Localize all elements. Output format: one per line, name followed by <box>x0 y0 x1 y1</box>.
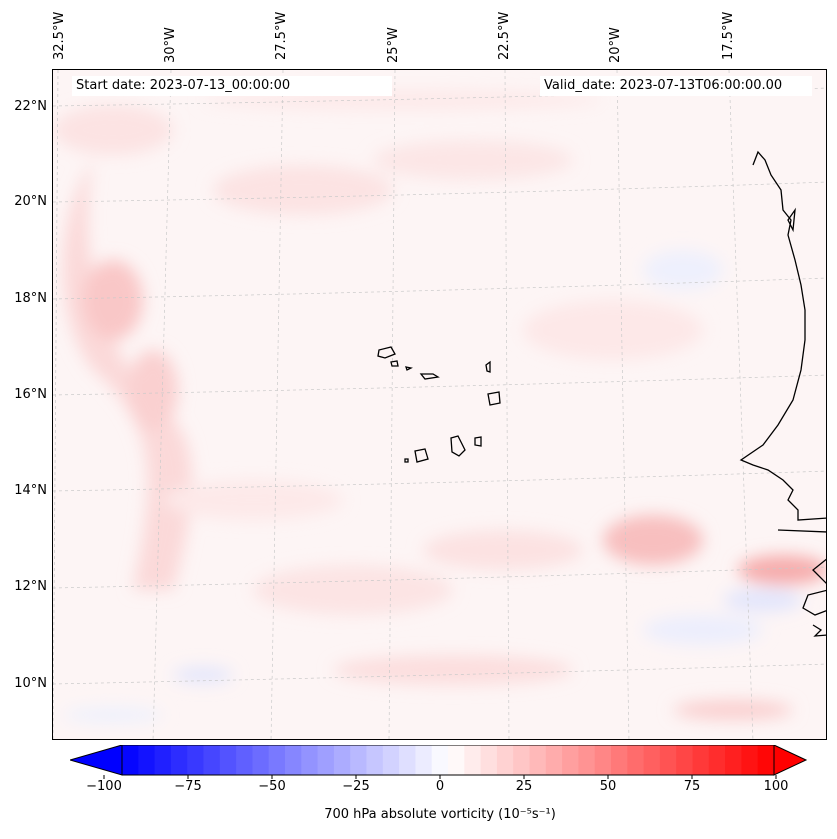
colorbar-tick: 0 <box>435 779 445 794</box>
lat-label: 22°N <box>14 99 47 114</box>
colorbar-cell <box>578 745 596 775</box>
colorbar-cell <box>431 745 449 775</box>
colorbar-min-extend <box>70 745 123 776</box>
colorbar-cell <box>464 745 482 775</box>
colorbar-tick: 75 <box>683 779 701 794</box>
colorbar-cell <box>659 745 677 775</box>
colorbar-cell <box>725 745 742 775</box>
colorbar <box>70 745 808 779</box>
colorbar-cell <box>529 745 547 775</box>
colorbar-cell <box>317 745 335 775</box>
colorbar-cell <box>627 745 645 775</box>
cape-verde-islands <box>377 346 501 463</box>
colorbar-outline <box>121 745 775 776</box>
colorbar-cell <box>138 745 156 775</box>
colorbar-cell <box>301 745 319 775</box>
colorbar-cell <box>252 745 270 775</box>
colorbar-tick: −100 <box>86 779 122 794</box>
colorbar-cell <box>480 745 498 775</box>
coastline <box>739 150 826 637</box>
colorbar-cell <box>219 745 237 775</box>
vorticity-field <box>53 90 826 723</box>
lon-label: 32.5°W <box>52 11 67 60</box>
lat-label: 18°N <box>14 291 47 306</box>
colorbar-cell <box>676 745 693 775</box>
lat-label: 20°N <box>14 194 47 209</box>
lon-label: 17.5°W <box>721 11 736 60</box>
colorbar-cell <box>333 745 351 775</box>
colorbar-tick: −50 <box>258 779 286 794</box>
colorbar-cell <box>757 745 775 775</box>
colorbar-cell <box>187 745 204 775</box>
colorbar-cell <box>643 745 661 775</box>
colorbar-cell <box>545 745 563 775</box>
colorbar-cell <box>170 745 188 775</box>
colorbar-tick: 50 <box>599 779 617 794</box>
colorbar-cell <box>236 745 253 775</box>
colorbar-cell <box>285 745 302 775</box>
colorbar-cell <box>611 745 628 775</box>
colorbar-cell <box>350 745 367 775</box>
colorbar-max-extend <box>773 745 808 776</box>
map-canvas <box>53 70 826 739</box>
lat-label: 14°N <box>14 483 47 498</box>
colorbar-cell <box>692 745 710 775</box>
colorbar-tick-marks <box>103 775 777 779</box>
colorbar-cell <box>382 745 400 775</box>
colorbar-cell <box>415 745 433 775</box>
lon-label: 20°W <box>608 27 623 63</box>
colorbar-tick: −75 <box>174 779 202 794</box>
colorbar-tick: −25 <box>342 779 370 794</box>
colorbar-label: 700 hPa absolute vorticity (10⁻⁵s⁻¹) <box>324 807 556 822</box>
colorbar-cell <box>513 745 530 775</box>
colorbar-cell <box>496 745 514 775</box>
colorbar-cell <box>741 745 759 775</box>
colorbar-cell <box>708 745 726 775</box>
start-date-label: Start date: 2023-07-13_00:00:00 <box>72 76 392 96</box>
graticule <box>53 70 826 739</box>
colorbar-cell <box>594 745 612 775</box>
colorbar-cell <box>268 745 286 775</box>
lon-label: 22.5°W <box>497 11 512 60</box>
colorbar-cell <box>154 745 172 775</box>
valid-date-label: Valid_date: 2023-07-13T06:00:00.00 <box>540 76 812 96</box>
colorbar-tick: 25 <box>515 779 533 794</box>
colorbar-cell <box>366 745 384 775</box>
lon-label: 27.5°W <box>274 11 289 60</box>
vorticity-map <box>52 69 827 740</box>
lon-label: 25°W <box>386 27 401 63</box>
colorbar-cells <box>122 745 775 775</box>
colorbar-cell <box>203 745 221 775</box>
colorbar-cell <box>448 745 465 775</box>
colorbar-cell <box>399 745 416 775</box>
colorbar-tick: 100 <box>763 779 789 794</box>
colorbar-cell <box>122 745 139 775</box>
lon-label: 30°W <box>163 27 178 63</box>
lat-label: 10°N <box>14 676 47 691</box>
lat-label: 16°N <box>14 387 47 402</box>
lat-label: 12°N <box>14 579 47 594</box>
colorbar-cell <box>562 745 579 775</box>
